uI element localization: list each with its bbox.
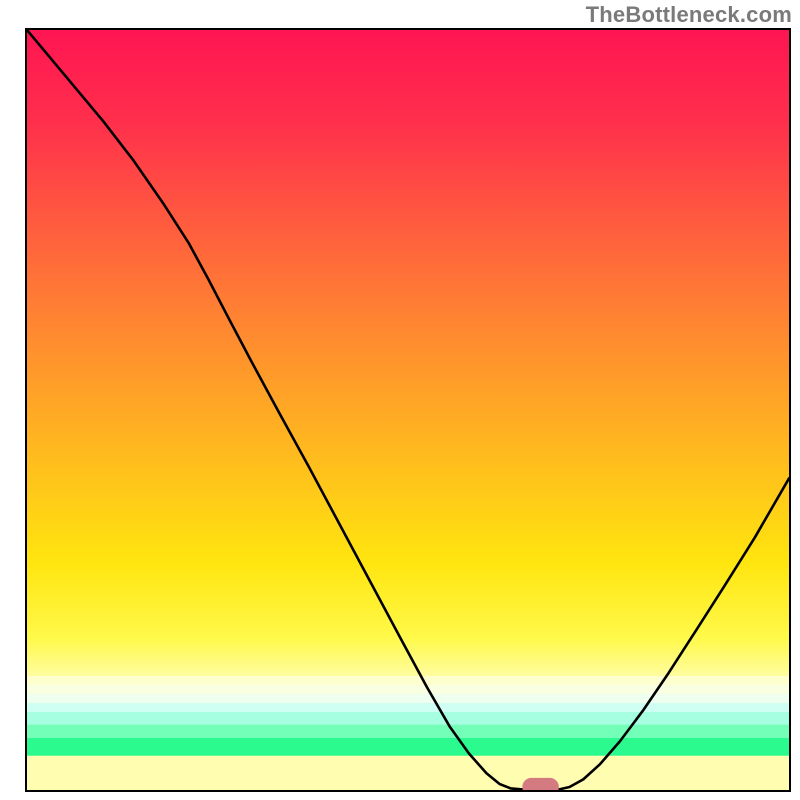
bottleneck-curve bbox=[27, 30, 789, 790]
chart-plot bbox=[27, 30, 789, 790]
chart-frame bbox=[25, 28, 791, 792]
optimal-marker bbox=[522, 778, 559, 790]
watermark-text: TheBottleneck.com bbox=[586, 2, 792, 28]
chart-card: TheBottleneck.com bbox=[0, 0, 800, 800]
